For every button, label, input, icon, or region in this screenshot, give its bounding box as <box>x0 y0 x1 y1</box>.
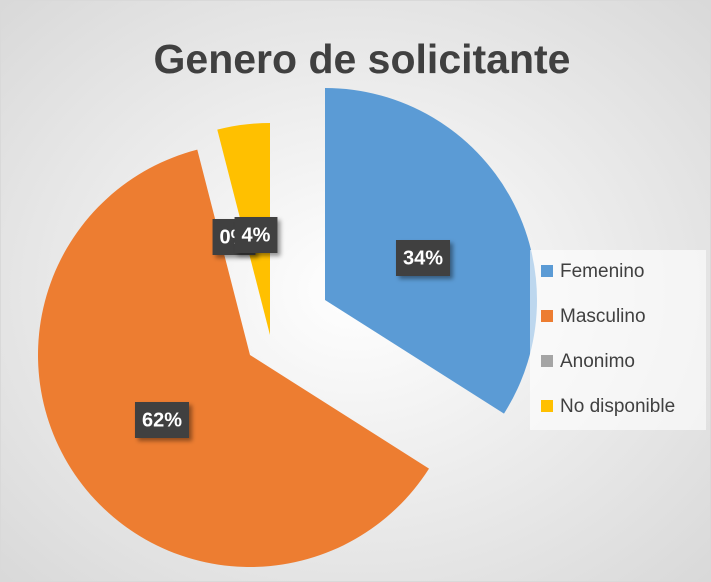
legend-label: Anonimo <box>560 351 635 372</box>
data-label-text: 4% <box>242 224 271 246</box>
data-label: 62% <box>134 402 190 438</box>
chart-title: Genero de solicitante <box>154 36 571 82</box>
data-label-box <box>234 217 278 253</box>
data-label-text: 62% <box>142 409 182 431</box>
legend-label: Femenino <box>560 261 645 282</box>
legend-label: No disponible <box>560 396 675 417</box>
legend-swatch <box>541 400 553 412</box>
pie-slice <box>37 149 429 568</box>
legend-box <box>530 250 706 430</box>
data-label: 4% <box>234 217 278 253</box>
data-label-text: 34% <box>403 247 443 269</box>
data-label-box <box>134 402 190 438</box>
data-label-box <box>395 240 451 276</box>
data-label: 34% <box>395 240 451 276</box>
legend-swatch <box>541 310 553 322</box>
legend-label: Masculino <box>560 306 646 327</box>
legend-swatch <box>541 355 553 367</box>
legend-swatch <box>541 265 553 277</box>
